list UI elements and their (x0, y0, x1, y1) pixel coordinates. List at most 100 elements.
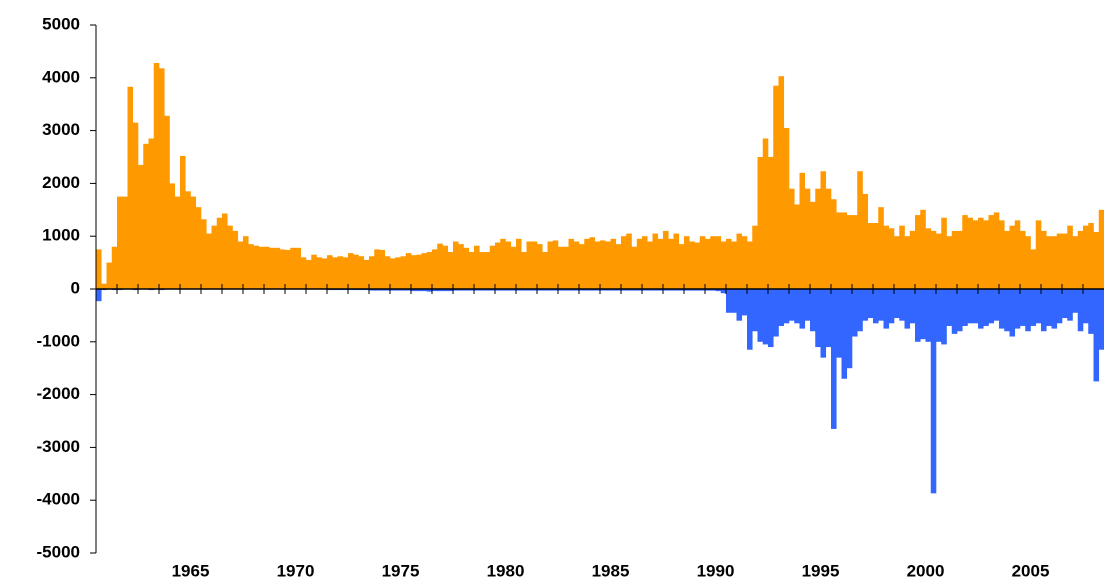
bar (153, 63, 160, 290)
bar (831, 199, 837, 289)
bar (983, 289, 989, 326)
bar (794, 289, 800, 324)
x-tick-label: 2000 (907, 561, 945, 580)
bar (852, 215, 858, 289)
bar (888, 289, 895, 324)
bar (605, 289, 611, 291)
bar (510, 289, 517, 291)
bar (820, 289, 827, 358)
bar (663, 230, 669, 289)
y-tick-label: 1000 (42, 226, 80, 245)
bar (862, 289, 869, 321)
bar (993, 212, 1000, 289)
bar (332, 257, 338, 289)
bar (132, 122, 139, 290)
bar (757, 289, 764, 342)
bar (972, 289, 979, 324)
bar (668, 238, 674, 289)
bar (668, 289, 674, 291)
bar (694, 289, 701, 291)
bar (920, 209, 926, 289)
bar (615, 289, 622, 291)
bar (589, 237, 596, 289)
bar (1009, 289, 1016, 337)
bar (1025, 236, 1031, 289)
bar (636, 238, 643, 289)
bar (190, 196, 197, 289)
bar (453, 289, 459, 291)
bar (500, 238, 506, 289)
bar (547, 241, 554, 289)
x-tick-label: 1965 (172, 561, 210, 580)
bar (1009, 225, 1016, 289)
bar (201, 219, 207, 289)
y-tick-label: 5000 (42, 14, 80, 33)
bar (972, 220, 979, 289)
bar (558, 289, 564, 291)
bar (505, 289, 512, 291)
bar (941, 289, 947, 345)
bar (311, 254, 317, 289)
y-tick-label: -4000 (37, 490, 80, 509)
bar (600, 240, 606, 289)
bar (211, 225, 218, 289)
bar (1041, 289, 1047, 332)
bar (741, 289, 748, 316)
bar (1093, 289, 1100, 382)
bar (899, 225, 905, 289)
bar (1098, 289, 1104, 350)
bar (159, 68, 165, 290)
bar (426, 289, 433, 292)
bar (799, 172, 806, 289)
bar (568, 238, 575, 289)
bar (799, 289, 806, 329)
bar (489, 245, 496, 289)
bar (857, 171, 863, 289)
bar (1030, 249, 1037, 289)
bar (988, 215, 995, 289)
bar (1088, 289, 1094, 334)
bar (1020, 289, 1026, 326)
bar (290, 247, 296, 289)
bar (1030, 289, 1037, 326)
bar (463, 289, 470, 291)
bar (946, 236, 953, 289)
bar (279, 249, 286, 289)
bar (804, 188, 811, 289)
bar (710, 236, 716, 289)
bar (222, 213, 228, 289)
y-tick-label: -3000 (37, 437, 80, 456)
bar (815, 188, 821, 289)
bar (395, 289, 401, 291)
bar (148, 138, 155, 289)
bar (295, 247, 302, 289)
bar (274, 247, 281, 289)
bar (447, 252, 454, 289)
bar (904, 289, 911, 329)
bar (773, 289, 779, 337)
x-tick-label: 1990 (697, 561, 735, 580)
bar (405, 253, 412, 289)
bar (678, 289, 685, 291)
bar (715, 236, 722, 289)
bar (579, 244, 585, 289)
bar (237, 241, 244, 289)
bar (1046, 289, 1052, 326)
bar (1098, 209, 1104, 289)
bar (568, 289, 575, 291)
bar (327, 255, 333, 289)
bar (605, 241, 611, 289)
bar (993, 289, 1000, 321)
bar (846, 215, 853, 289)
bar (689, 241, 695, 289)
bar (747, 241, 753, 289)
bar (516, 238, 522, 289)
bar (909, 230, 916, 289)
bar (920, 289, 926, 340)
bar (458, 289, 464, 291)
bar (925, 228, 932, 289)
bar (500, 289, 506, 291)
bar (857, 289, 863, 332)
bar (337, 256, 344, 289)
